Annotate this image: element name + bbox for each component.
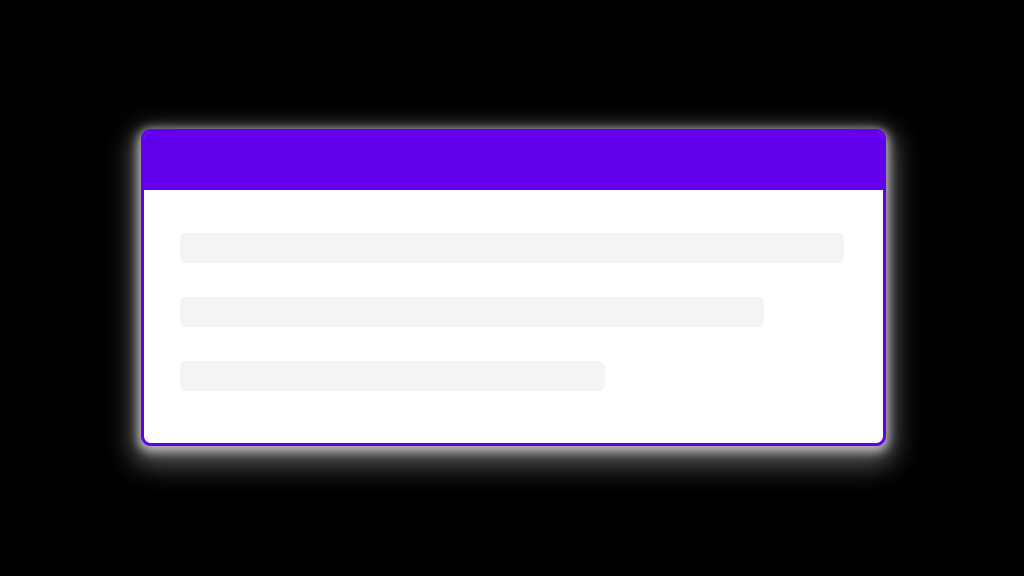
card-content bbox=[144, 190, 883, 391]
window-card bbox=[141, 129, 886, 446]
skeleton-line bbox=[180, 361, 605, 391]
skeleton-line bbox=[180, 297, 764, 327]
window-title-bar bbox=[144, 132, 883, 190]
skeleton-lines bbox=[180, 233, 847, 391]
skeleton-line bbox=[180, 233, 844, 263]
